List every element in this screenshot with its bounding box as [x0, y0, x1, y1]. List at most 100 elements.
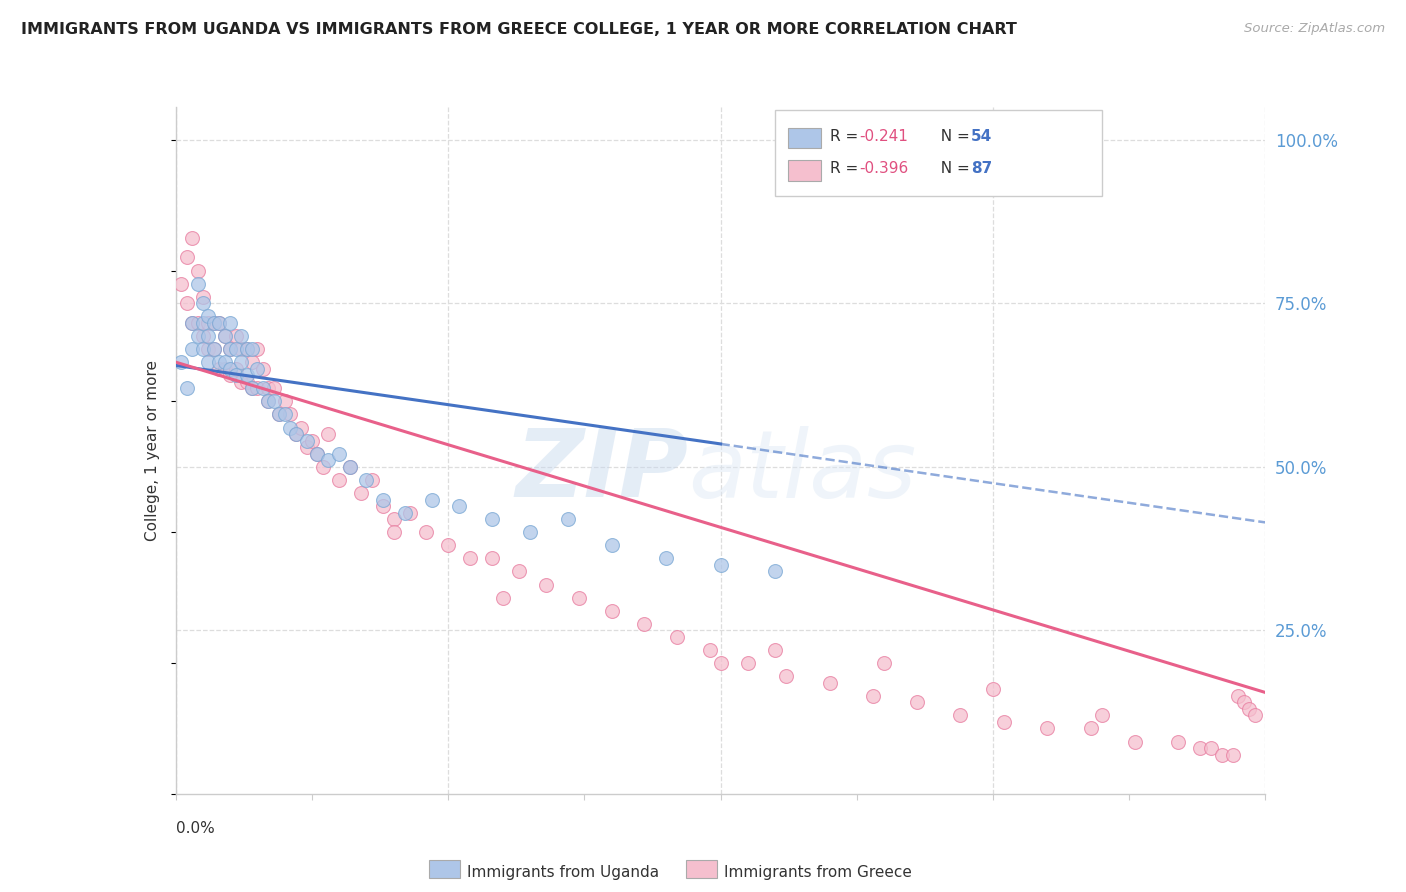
Point: [219, 342, 242, 356]
Point: [181, 231, 204, 245]
Point: [208, 361, 231, 376]
Text: Source: ZipAtlas.com: Source: ZipAtlas.com: [1244, 22, 1385, 36]
Point: [371, 499, 394, 513]
Point: [328, 447, 350, 461]
Point: [257, 394, 280, 409]
Point: [1237, 702, 1260, 716]
Point: [257, 394, 280, 409]
Point: [214, 329, 236, 343]
Point: [225, 361, 247, 376]
Point: [1091, 708, 1114, 723]
Text: -0.396: -0.396: [859, 161, 908, 177]
Point: [295, 434, 318, 448]
Point: [1199, 741, 1222, 756]
Point: [252, 361, 274, 376]
Point: [1036, 722, 1059, 736]
Text: 54: 54: [972, 129, 993, 145]
Point: [1222, 747, 1244, 762]
Text: IMMIGRANTS FROM UGANDA VS IMMIGRANTS FROM GREECE COLLEGE, 1 YEAR OR MORE CORRELA: IMMIGRANTS FROM UGANDA VS IMMIGRANTS FRO…: [21, 22, 1017, 37]
Point: [235, 342, 257, 356]
Point: [257, 381, 280, 395]
Point: [225, 342, 247, 356]
Y-axis label: College, 1 year or more: College, 1 year or more: [145, 360, 160, 541]
Point: [263, 394, 285, 409]
Point: [339, 459, 361, 474]
Point: [284, 427, 307, 442]
Point: [263, 381, 285, 395]
Text: 87: 87: [972, 161, 993, 177]
Point: [360, 473, 382, 487]
Point: [382, 512, 405, 526]
Point: [181, 316, 204, 330]
Point: [225, 329, 247, 343]
Point: [508, 565, 530, 579]
Point: [568, 591, 591, 605]
Point: [763, 643, 786, 657]
Point: [246, 361, 269, 376]
Point: [252, 381, 274, 395]
Point: [1189, 741, 1212, 756]
Text: R =: R =: [830, 161, 863, 177]
Point: [181, 342, 204, 356]
Point: [557, 512, 579, 526]
Point: [710, 558, 733, 572]
Point: [191, 342, 214, 356]
Point: [666, 630, 689, 644]
Point: [202, 342, 225, 356]
Point: [350, 486, 373, 500]
Point: [458, 551, 481, 566]
Point: [873, 656, 896, 670]
Point: [231, 375, 253, 389]
Point: [278, 420, 301, 434]
Point: [197, 342, 219, 356]
Point: [186, 316, 209, 330]
Point: [208, 316, 231, 330]
Point: [240, 381, 263, 395]
Point: [240, 355, 263, 369]
Text: Immigrants from Uganda: Immigrants from Uganda: [467, 865, 659, 880]
Point: [191, 329, 214, 343]
Point: [170, 277, 193, 291]
Point: [235, 342, 257, 356]
Point: [197, 329, 219, 343]
Point: [197, 310, 219, 324]
Point: [318, 427, 340, 442]
Point: [1243, 708, 1265, 723]
Point: [775, 669, 797, 683]
Point: [1123, 734, 1146, 748]
Text: atlas: atlas: [688, 425, 917, 516]
Point: [818, 675, 841, 690]
Point: [231, 355, 253, 369]
Point: [176, 381, 198, 395]
Point: [290, 420, 312, 434]
Point: [862, 689, 884, 703]
Point: [197, 355, 219, 369]
Point: [655, 551, 678, 566]
Point: [191, 290, 214, 304]
Point: [214, 355, 236, 369]
Point: [600, 538, 623, 552]
Point: [214, 329, 236, 343]
Point: [699, 643, 721, 657]
Point: [274, 408, 297, 422]
Point: [382, 525, 405, 540]
Point: [186, 329, 209, 343]
Point: [219, 368, 242, 383]
Point: [437, 538, 460, 552]
FancyBboxPatch shape: [775, 111, 1102, 196]
Point: [246, 381, 269, 395]
Point: [415, 525, 437, 540]
Point: [710, 656, 733, 670]
Point: [219, 361, 242, 376]
Point: [481, 512, 503, 526]
Point: [318, 453, 340, 467]
Point: [399, 506, 422, 520]
Text: N =: N =: [931, 161, 974, 177]
Point: [1232, 695, 1256, 709]
Point: [231, 329, 253, 343]
Point: [231, 342, 253, 356]
Point: [208, 355, 231, 369]
Point: [763, 565, 786, 579]
Point: [371, 492, 394, 507]
Point: [219, 316, 242, 330]
